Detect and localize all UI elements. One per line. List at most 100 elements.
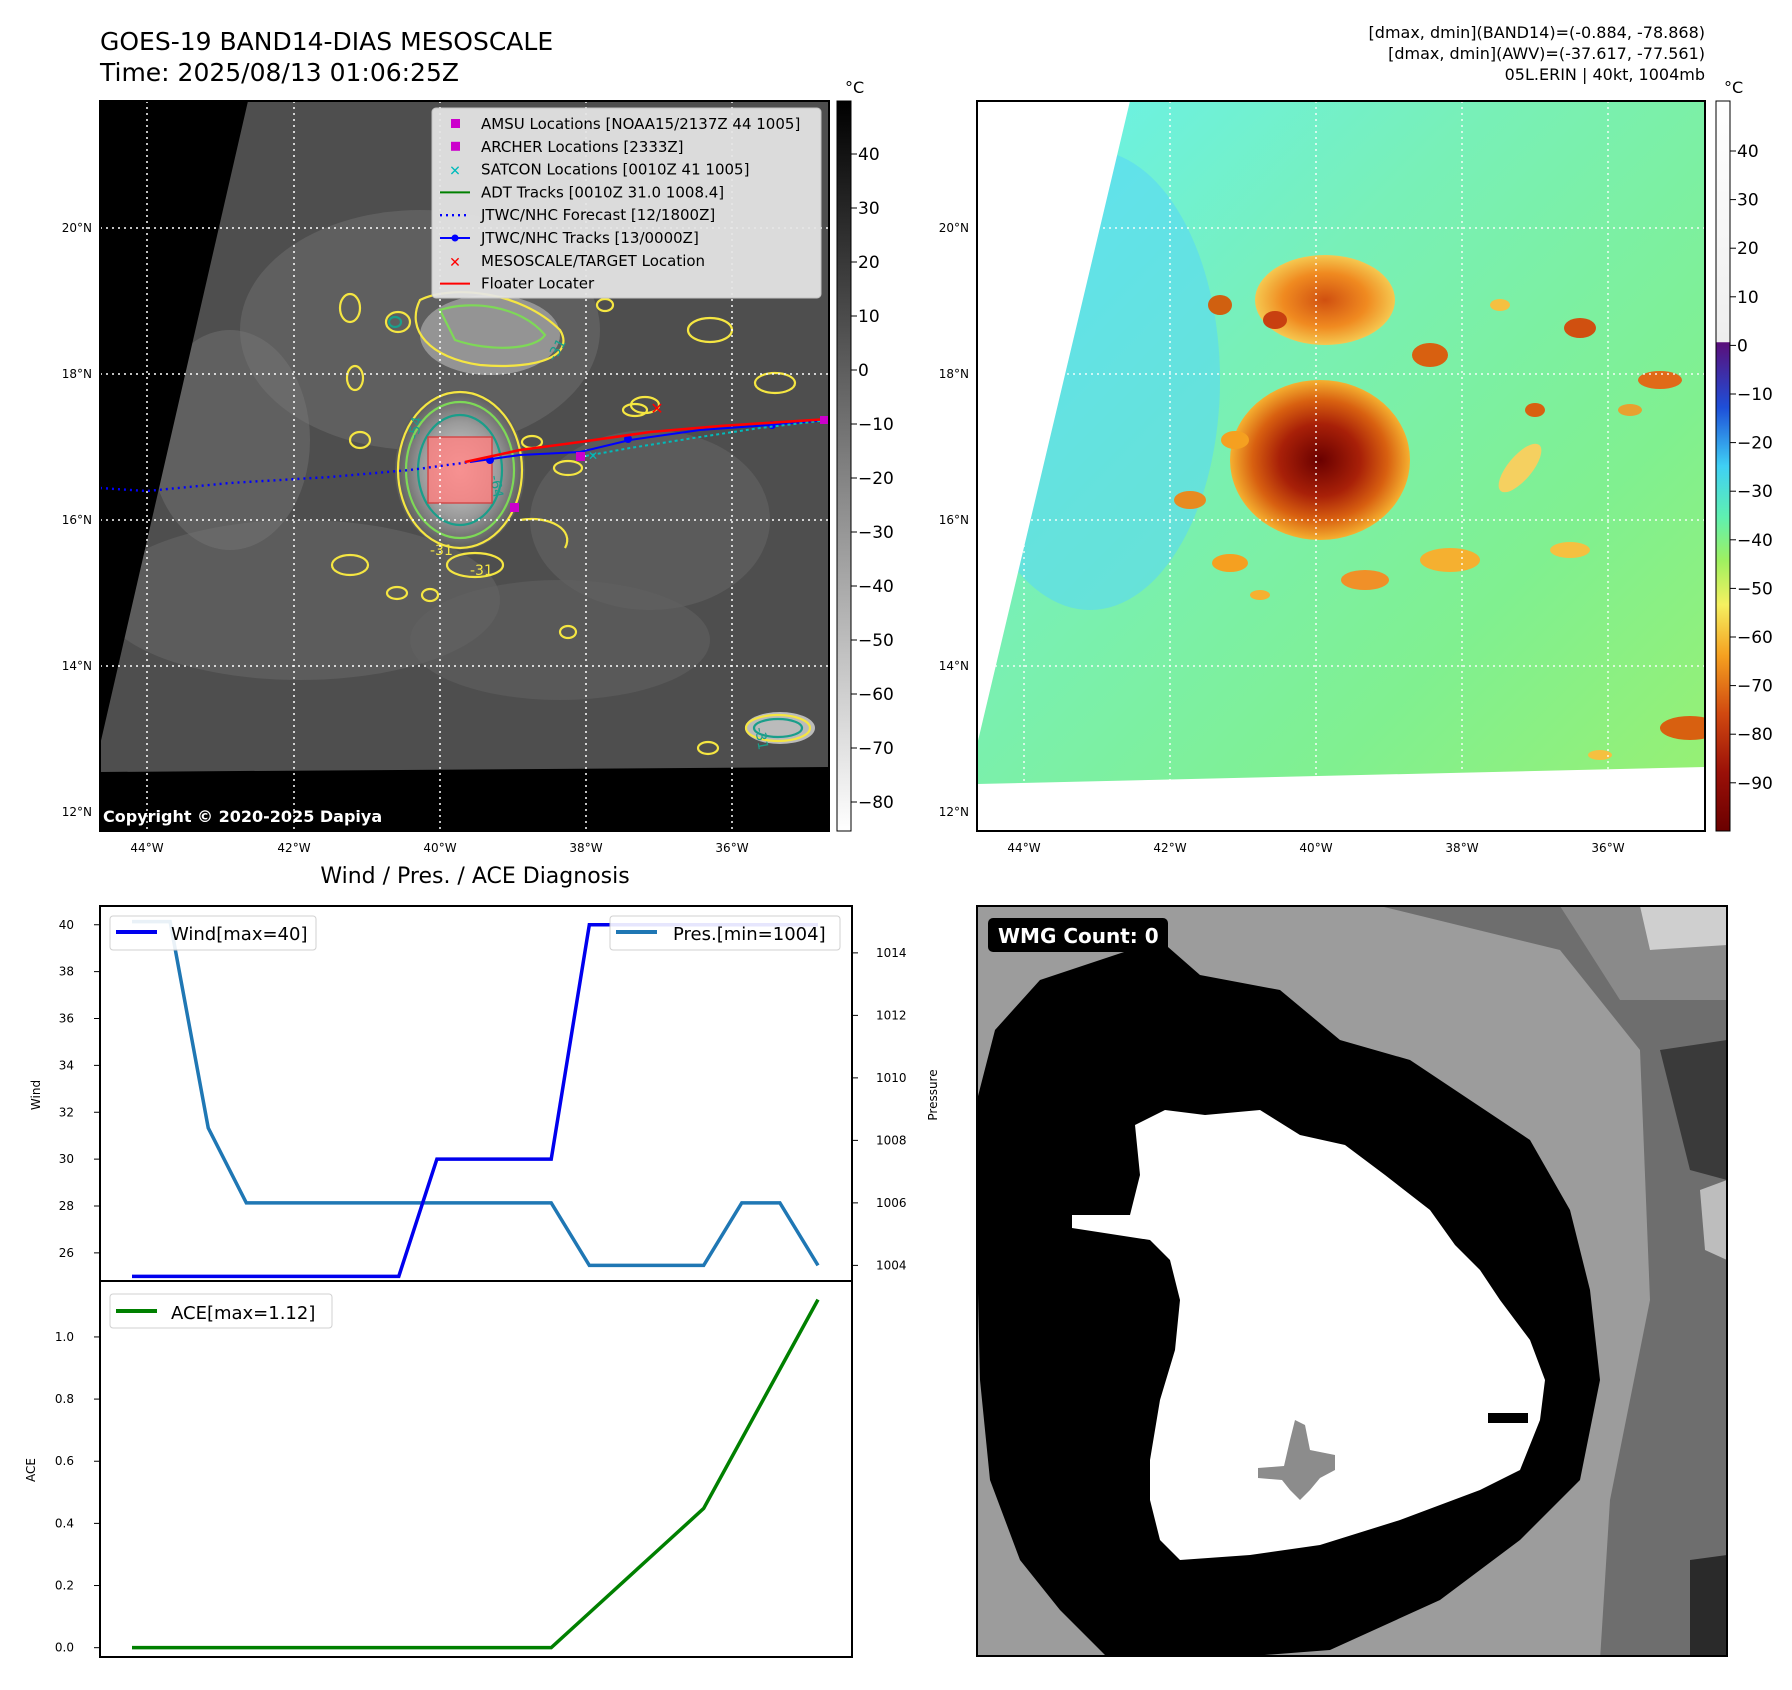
colorbar-tick-label: −10 <box>858 415 894 435</box>
ace-axis-tick-label: 0.0 <box>55 1641 74 1655</box>
ir-lat-labels: 20°N 18°N 16°N 14°N 12°N <box>62 221 92 819</box>
colorbar-unit: °C <box>845 78 864 97</box>
figure-title: GOES-19 BAND14-DIAS MESOSCALE <box>100 27 553 56</box>
lon-label: 44°W <box>130 841 163 855</box>
legend-square-icon <box>451 141 460 151</box>
target-marker: ✕ <box>650 399 663 418</box>
colorbar-tick-label: 30 <box>1737 191 1759 211</box>
colorbar-tick-label: −20 <box>1737 434 1773 454</box>
legend-entry: ADT Tracks [0010Z 31.0 1008.4] <box>440 183 724 201</box>
colorbar-tick-label: −30 <box>1737 482 1773 502</box>
colorbar-tick-label: 20 <box>1737 239 1759 259</box>
satcon-marker: ✕ <box>588 449 598 463</box>
lat-label: 14°N <box>62 659 92 673</box>
colorbar-tick-label: −50 <box>858 631 894 651</box>
gray-colorbar: °C 40 30 20 10 0 −10 −20 −30 −40 −50 −60 −70 −80 <box>836 78 894 832</box>
lat-label: 20°N <box>939 221 969 235</box>
amsu-marker <box>510 503 519 512</box>
jtwc-track-point <box>624 435 632 443</box>
jtwc-forecast-line <box>100 460 471 493</box>
ace-legend-label: ACE[max=1.12] <box>171 1303 315 1324</box>
legend-label: AMSU Locations [NOAA15/2137Z 44 1005] <box>481 115 800 133</box>
colorbar-tick-label: −70 <box>1737 677 1773 697</box>
wmg-eye-region <box>1072 1110 1545 1560</box>
colorbar-tick-label: 30 <box>858 199 880 219</box>
wind-axis-tick-label: 26 <box>59 1246 74 1260</box>
colorbar-tick-label: 10 <box>858 307 880 327</box>
pressure-axis-tick-label: 1008 <box>876 1133 907 1147</box>
lat-label: 16°N <box>939 513 969 527</box>
ace-axis-tick-label: 0.8 <box>55 1392 74 1406</box>
wind-axis-tick-label: 38 <box>59 965 74 979</box>
lon-label: 38°W <box>569 841 602 855</box>
wmg-panel: WMG Count: 0 <box>976 905 1728 1657</box>
wmg-count-badge <box>988 918 1168 952</box>
colorbar-tick-label: −50 <box>1737 579 1773 599</box>
legend-entry: JTWC/NHC Tracks [13/0000Z] <box>440 229 699 247</box>
lon-label: 42°W <box>1153 841 1186 855</box>
ir-map-frame <box>99 100 830 832</box>
wind-axis-label: Wind <box>29 1080 43 1110</box>
legend-label: MESOSCALE/TARGET Location <box>481 252 705 270</box>
wind-axis-tick-label: 40 <box>59 918 74 932</box>
ace-axis-label: ACE <box>24 1458 38 1482</box>
lon-label: 36°W <box>715 841 748 855</box>
legend-square-icon <box>451 119 460 128</box>
wind-axis-tick-label: 34 <box>59 1058 74 1072</box>
ace-series-line <box>132 1298 820 1650</box>
lon-label: 38°W <box>1445 841 1478 855</box>
colorbar-tick-label: 0 <box>858 361 869 381</box>
wind-pres-plot-frame <box>99 905 853 1282</box>
colorbar-tick-label: 40 <box>1737 142 1759 162</box>
wind-axis-tick-label: 30 <box>59 1152 74 1166</box>
lat-label: 18°N <box>939 367 969 381</box>
legend-entry: AMSU Locations [NOAA15/2137Z 44 1005] <box>451 115 800 133</box>
copyright-label: Copyright © 2020-2025 Dapiya <box>103 807 382 826</box>
colorbar-tick-label: −10 <box>1737 385 1773 405</box>
stats-band14: [dmax, dmin](BAND14)=(-0.884, -78.868) <box>1369 23 1705 42</box>
legend-x-icon: ✕ <box>449 255 461 271</box>
amsu-marker <box>820 416 828 424</box>
colorbar-tick-label: 40 <box>858 145 880 165</box>
colorbar-tick-label: −40 <box>1737 531 1773 551</box>
ace-plot-frame <box>99 1280 853 1658</box>
legend-label: JTWC/NHC Tracks [13/0000Z] <box>480 229 699 247</box>
lat-label: 20°N <box>62 221 92 235</box>
pressure-axis-tick-label: 1006 <box>876 1196 907 1210</box>
ace-legend: ACE[max=1.12] <box>109 1293 333 1329</box>
contour-labels: -31 -31 -31 -54 -64 -31 <box>406 336 771 751</box>
colorbar-unit: °C <box>1724 78 1743 97</box>
legend-label: Floater Locater <box>481 275 595 293</box>
pressure-legend-label: Pres.[min=1004] <box>673 924 826 945</box>
pressure-axis-tick-label: 1010 <box>876 1071 907 1085</box>
awv-lat-labels: 20°N 18°N 16°N 14°N 12°N <box>939 221 969 819</box>
lat-label: 18°N <box>62 367 92 381</box>
awv-lon-labels: 44°W 42°W 40°W 38°W 36°W <box>1007 841 1624 855</box>
legend-label: ADT Tracks [0010Z 31.0 1008.4] <box>481 183 724 201</box>
stats-awv: [dmax, dmin](AWV)=(-37.617, -77.561) <box>1388 44 1705 63</box>
wind-legend-label: Wind[max=40] <box>171 924 308 945</box>
storm-info: 05L.ERIN | 40kt, 1004mb <box>1505 65 1705 84</box>
pressure-axis-tick-label: 1012 <box>876 1008 907 1022</box>
pressure-legend: Pres.[min=1004] <box>609 915 841 951</box>
legend-dot-icon <box>451 234 459 242</box>
colorbar-tick-label: −20 <box>858 469 894 489</box>
legend-entry: ✕ MESOSCALE/TARGET Location <box>449 252 705 271</box>
wind-axis-tick-label: 36 <box>59 1012 74 1026</box>
chart-title: Wind / Pres. / ACE Diagnosis <box>320 864 629 889</box>
map-legend: AMSU Locations [NOAA15/2137Z 44 1005] ARC… <box>431 107 822 299</box>
lat-label: 12°N <box>939 805 969 819</box>
pressure-series-line <box>132 919 820 1268</box>
wmg-imagery <box>977 906 1727 1656</box>
colorbar-tick-label: −80 <box>858 793 894 813</box>
colorbar-tick-label: −70 <box>858 739 894 759</box>
lon-label: 36°W <box>1591 841 1624 855</box>
archer-marker <box>576 452 585 461</box>
contour-label: -31 <box>470 563 493 579</box>
contour-label: -31 <box>430 543 453 559</box>
header: GOES-19 BAND14-DIAS MESOSCALE Time: 2025… <box>99 23 1705 87</box>
pressure-axis-tick-label: 1014 <box>876 946 907 960</box>
colorbar-tick-label: 20 <box>858 253 880 273</box>
legend-label: JTWC/NHC Forecast [12/1800Z] <box>480 206 715 224</box>
awv-map-frame <box>976 100 1706 832</box>
